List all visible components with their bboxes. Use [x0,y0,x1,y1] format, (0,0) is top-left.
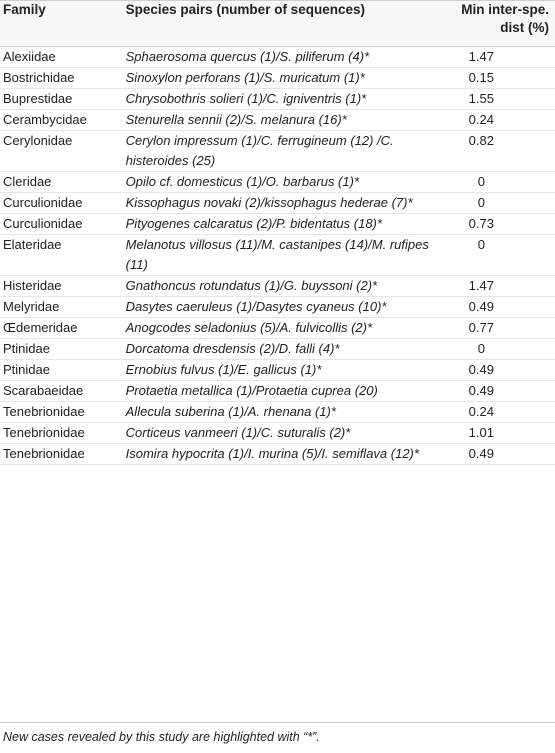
cell-species: Cerylon impressum (1)/C. ferrugineum (12… [125,133,394,168]
cell-family: Buprestidae [3,91,73,106]
cell-species: Dasytes caeruleus (1)/Dasytes cyaneus (1… [125,299,387,314]
cell-distance: 0.24 [468,112,494,127]
cell-distance: 1.55 [468,91,494,106]
cell-species: Pityogenes calcaratus (2)/P. bidentatus … [125,216,382,231]
table-row: Ptinidae Dorcatoma dresdensis (2)/D. fall… [0,339,555,360]
cell-species: Protaetia metallica (1)/Protaetia cuprea… [125,383,378,398]
cell-distance: 0 [477,174,485,189]
cell-species: Sphaerosoma quercus (1)/S. piliferum (4)… [125,49,370,64]
cell-family: Histeridae [3,278,62,293]
cell-species: Gnathoncus rotundatus (1)/G. buyssoni (2… [125,278,378,293]
table-bottom-rule [0,722,555,723]
cell-species: Kissophagus novaki (2)/kissophagus heder… [125,195,413,210]
table-row: Elateridae Melanotus villosus (11)/M. cas… [0,235,555,276]
cell-distance: 0.73 [468,216,494,231]
cell-distance: 0.77 [468,320,494,335]
cell-species: Anogcodes seladonius (5)/A. fulvicollis … [125,320,373,335]
cell-distance: 0.49 [468,362,494,377]
cell-species: Allecula suberina (1)/A. rhenana (1)* [125,404,336,419]
cell-family: Curculionidae [3,216,83,231]
cell-distance: 1.47 [468,49,494,64]
cell-distance: 1.01 [468,425,494,440]
table-row: Ptinidae Ernobius fulvus (1)/E. gallicus … [0,360,555,381]
cell-distance: 1.47 [468,278,494,293]
table-row: Bostrichidae Sinoxylon perforans (1)/S. m… [0,68,555,89]
table-header-row: Family Species pairs (number of sequence… [0,0,555,47]
table-row: Cleridae Opilo cf. domesticus (1)/O. barb… [0,172,555,193]
cell-family: Œdemeridae [3,320,78,335]
cell-family: Scarabaeidae [3,383,84,398]
cell-distance: 0 [477,195,485,210]
table-row: Cerylonidae Cerylon impressum (1)/C. ferr… [0,131,555,172]
cell-family: Bostrichidae [3,70,75,85]
cell-species: Chrysobothris solieri (1)/C. igniventris… [125,91,367,106]
table-row: Melyridae Dasytes caeruleus (1)/Dasytes c… [0,297,555,318]
cell-family: Tenebrionidae [3,404,85,419]
table-row: Histeridae Gnathoncus rotundatus (1)/G. b… [0,276,555,297]
table-footnote: New cases revealed by this study are hig… [3,730,320,744]
table-row: Scarabaeidae Protaetia metallica (1)/Prot… [0,381,555,402]
cell-family: Cerylonidae [3,133,73,148]
header-family: Family [0,0,126,47]
cell-family: Alexiidae [3,49,56,64]
header-species: Species pairs (number of sequences) [125,0,434,47]
table-body: Alexiidae Sphaerosoma quercus (1)/S. pili… [0,47,555,465]
cell-species: Isomira hypocrita (1)/I. murina (5)/I. s… [125,446,419,461]
table-row: Curculionidae Pityogenes calcaratus (2)/P… [0,214,555,235]
cell-species: Corticeus vanmeeri (1)/C. suturalis (2)* [125,425,351,440]
cell-family: Tenebrionidae [3,425,85,440]
cell-family: Ptinidae [3,362,50,377]
header-distance: Min inter-spe. dist (%) [433,0,555,47]
cell-distance: 0 [477,341,485,356]
cell-family: Curculionidae [3,195,83,210]
table-row: Cerambycidae Stenurella sennii (2)/S. mel… [0,110,555,131]
cell-family: Cleridae [3,174,52,189]
cell-distance: 0.49 [468,383,494,398]
cell-family: Ptinidae [3,341,50,356]
cell-species: Melanotus villosus (11)/M. castanipes (1… [125,237,429,272]
species-pairs-table: Family Species pairs (number of sequence… [0,0,555,465]
cell-family: Melyridae [3,299,60,314]
cell-distance: 0.24 [468,404,494,419]
cell-species: Ernobius fulvus (1)/E. gallicus (1)* [125,362,322,377]
table-row: Buprestidae Chrysobothris solieri (1)/C. … [0,89,555,110]
table-row: Tenebrionidae Allecula suberina (1)/A. rh… [0,402,555,423]
cell-distance: 0 [477,237,485,252]
cell-species: Dorcatoma dresdensis (2)/D. falli (4)* [125,341,340,356]
cell-species: Stenurella sennii (2)/S. melanura (16)* [125,112,347,127]
cell-species: Sinoxylon perforans (1)/S. muricatum (1)… [125,70,365,85]
cell-family: Cerambycidae [3,112,87,127]
table-row: Tenebrionidae Corticeus vanmeeri (1)/C. s… [0,423,555,444]
cell-family: Elateridae [3,237,62,252]
cell-distance: 0.15 [468,70,494,85]
cell-family: Tenebrionidae [3,446,85,461]
cell-species: Opilo cf. domesticus (1)/O. barbarus (1)… [125,174,359,189]
table-row: Œdemeridae Anogcodes seladonius (5)/A. fu… [0,318,555,339]
table-row: Alexiidae Sphaerosoma quercus (1)/S. pili… [0,47,555,68]
table-row: Curculionidae Kissophagus novaki (2)/kiss… [0,193,555,214]
table-row: Tenebrionidae Isomira hypocrita (1)/I. mu… [0,444,555,465]
cell-distance: 0.82 [468,133,494,148]
cell-distance: 0.49 [468,446,494,461]
cell-distance: 0.49 [468,299,494,314]
